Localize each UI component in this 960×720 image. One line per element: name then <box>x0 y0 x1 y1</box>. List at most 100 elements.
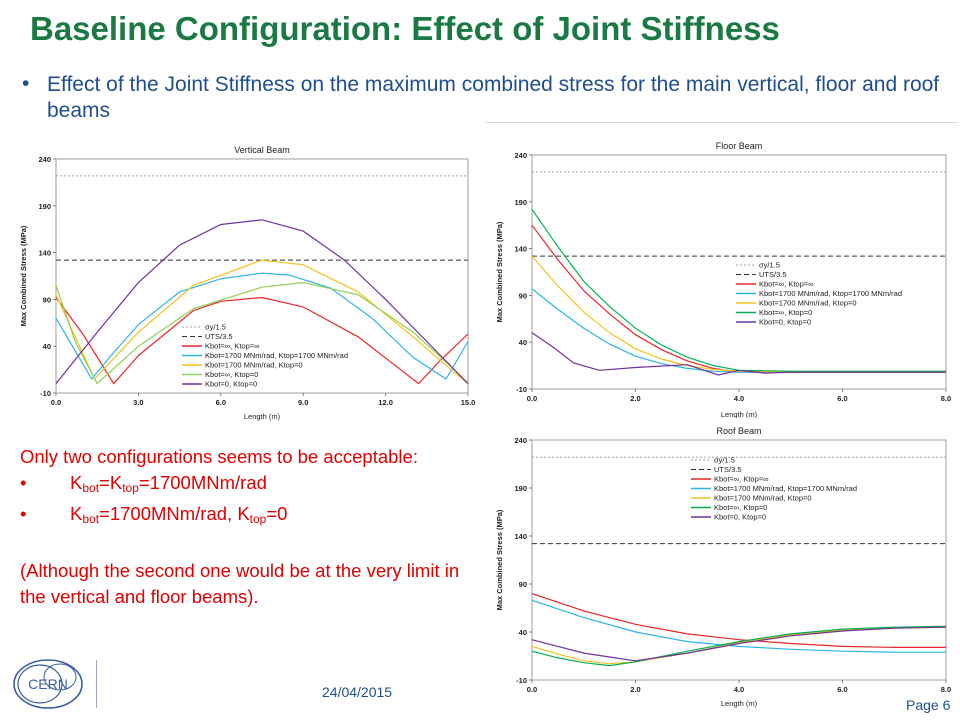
note-text: K <box>70 472 83 493</box>
note-subscript: bot <box>82 481 100 495</box>
y-axis-label: Max Combined Stress (MPa) <box>19 225 28 326</box>
series-line <box>531 599 946 653</box>
y-tick-label: 40 <box>519 338 527 347</box>
plot-area <box>531 154 947 390</box>
series-line <box>531 593 946 648</box>
y-tick-label: 40 <box>43 342 51 351</box>
chart-svg: Roof Beam -10 40 90 140 190 240 0.0 2.0 4.0 6.0 8.0… <box>495 426 951 708</box>
x-axis-label: Length (m) <box>721 410 758 419</box>
x-tick-label: 8.0 <box>941 394 951 403</box>
y-tick-label: 90 <box>519 291 527 300</box>
cern-logo-text: CERN <box>28 676 68 692</box>
note-spacer <box>20 532 480 558</box>
legend-label: Kbot=∞, Ktop=0 <box>714 503 767 512</box>
chart-title: Vertical Beam <box>234 145 290 155</box>
y-tick-label: 90 <box>519 580 527 589</box>
y-tick-label: 240 <box>38 155 51 164</box>
footer-date: 24/04/2015 <box>322 684 393 700</box>
series-line <box>531 224 946 373</box>
note-tail: (Although the second one would be at the… <box>20 560 460 607</box>
note-subscript: top <box>249 512 267 526</box>
legend-label: Kbot=∞, Ktop=∞ <box>205 342 259 351</box>
x-tick-label: 6.0 <box>837 394 847 403</box>
legend-label: Kbot=0, Ktop=0 <box>759 318 811 327</box>
x-tick-label: 2.0 <box>630 394 640 403</box>
note-text: =1700MNm/rad <box>138 472 267 493</box>
x-tick-label: 3.0 <box>133 398 143 407</box>
series-line <box>55 219 469 385</box>
note-subscript: top <box>122 481 139 495</box>
x-tick-label: 15.0 <box>461 398 476 407</box>
legend-label: σy/1.5 <box>759 261 780 270</box>
x-tick-label: 4.0 <box>734 685 744 694</box>
note-item-1: • Kbot=Ktop=1700MNm/rad <box>20 470 480 501</box>
y-tick-label: 140 <box>514 532 527 541</box>
vertical-beam-chart: Vertical Beam -10 40 90 140 190 240 0.0 3.0 6.0 9.… <box>6 137 480 423</box>
x-tick-label: 4.0 <box>734 394 744 403</box>
series-line <box>531 626 947 665</box>
y-tick-label: 240 <box>514 151 527 160</box>
x-tick-label: 12.0 <box>378 398 393 407</box>
chart-title: Floor Beam <box>716 141 763 151</box>
legend-label: σy/1.5 <box>205 323 226 332</box>
legend-label: Kbot=1700 MNm/rad, Ktop=1700 MNm/rad <box>759 289 902 298</box>
series-line <box>531 625 947 667</box>
legend-label: UTS/3.5 <box>205 332 233 341</box>
y-tick-label: 140 <box>514 245 527 254</box>
series-line <box>531 255 946 373</box>
legend-label: Kbot=∞, Ktop=0 <box>759 308 812 317</box>
x-axis-label: Length (m) <box>244 412 281 421</box>
y-tick-label: 190 <box>514 484 527 493</box>
series-line <box>55 296 469 385</box>
series-line <box>55 272 469 381</box>
series-line <box>55 281 469 385</box>
roof-beam-chart: Roof Beam -10 40 90 140 190 240 0.0 2.0 4.0 6.0 8.0… <box>486 418 958 710</box>
x-tick-label: 6.0 <box>216 398 226 407</box>
y-tick-label: -10 <box>40 389 51 398</box>
series-line <box>531 626 947 662</box>
x-tick-label: 0.0 <box>527 685 537 694</box>
legend-label: UTS/3.5 <box>714 465 742 474</box>
y-tick-label: 90 <box>43 295 51 304</box>
y-axis-label: Max Combined Stress (MPa) <box>495 221 504 322</box>
chart-svg: Floor Beam -10 40 90 140 190 240 0.0 2.0 4.0 6.0 8.… <box>495 141 951 419</box>
note-bullet: • <box>20 503 27 524</box>
x-tick-label: 8.0 <box>941 685 951 694</box>
x-axis-label: Length (m) <box>721 699 758 708</box>
footer-separator <box>96 660 97 708</box>
legend-label: Kbot=1700 MNm/rad, Ktop=0 <box>759 299 857 308</box>
legend-label: Kbot=0, Ktop=0 <box>205 380 257 389</box>
x-tick-label: 6.0 <box>837 685 847 694</box>
note-text: =K <box>99 472 123 493</box>
y-axis-label: Max Combined Stress (MPa) <box>495 509 504 610</box>
legend-label: Kbot=∞, Ktop=0 <box>205 370 258 379</box>
legend-label: UTS/3.5 <box>759 270 787 279</box>
acceptance-note: Only two configurations seems to be acce… <box>20 444 480 610</box>
legend-label: Kbot=1700 MNm/rad, Ktop=0 <box>714 494 812 503</box>
x-tick-label: 2.0 <box>630 685 640 694</box>
series-line <box>531 208 946 372</box>
y-tick-label: 40 <box>519 628 527 637</box>
legend-label: σy/1.5 <box>714 456 735 465</box>
legend-label: Kbot=1700 MNm/rad, Ktop=0 <box>205 361 303 370</box>
bullet-dot: • <box>22 72 30 95</box>
y-tick-label: -10 <box>516 676 527 685</box>
note-bullet: • <box>20 472 27 493</box>
legend-label: Kbot=1700 MNm/rad, Ktop=1700 MNm/rad <box>714 484 857 493</box>
intro-bullet-text: Effect of the Joint Stiffness on the max… <box>47 73 940 122</box>
note-text: =0 <box>266 503 288 524</box>
chart-svg: Vertical Beam -10 40 90 140 190 240 0.0 3.0 6.0 9.… <box>19 145 476 421</box>
note-item-2: • Kbot=1700MNm/rad, Ktop=0 <box>20 501 480 532</box>
floor-beam-chart: Floor Beam -10 40 90 140 190 240 0.0 2.0 4.0 6.0 8.… <box>486 122 958 421</box>
note-text: K <box>70 503 83 524</box>
legend-label: Kbot=1700 MNm/rad, Ktop=1700 MNm/rad <box>205 351 348 360</box>
y-tick-label: 240 <box>514 436 527 445</box>
y-tick-label: 140 <box>38 249 51 258</box>
series-line <box>531 332 946 376</box>
note-intro: Only two configurations seems to be acce… <box>20 446 418 467</box>
series-line <box>531 288 946 373</box>
note-subscript: bot <box>82 512 100 526</box>
